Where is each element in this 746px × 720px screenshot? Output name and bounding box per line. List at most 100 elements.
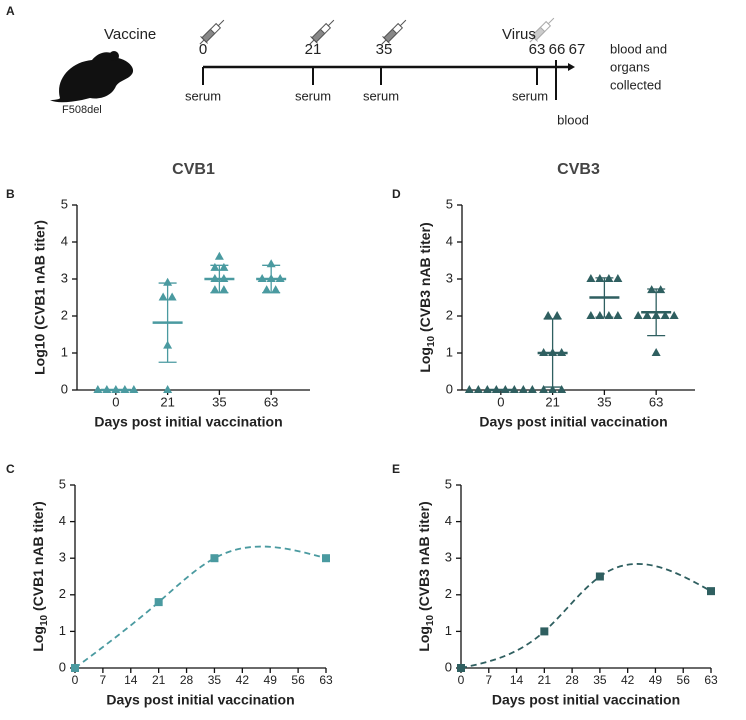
end-note: organs (610, 59, 650, 74)
data-point (613, 274, 623, 282)
timeline-panel: A Vaccine F508del Virus 0 21 35 63 66 67… (6, 4, 667, 127)
y-axis-title-part: (CVB3 nAB titer) (416, 501, 432, 615)
y-axis-title: Log10 (CVB3 nAB titer) (416, 501, 436, 651)
y-tick-label: 0 (445, 659, 452, 674)
y-tick-label: 5 (445, 476, 452, 491)
y-tick-label: 5 (61, 196, 68, 211)
day-label: 21 (305, 41, 322, 58)
data-point (262, 285, 272, 294)
data-point (129, 385, 139, 393)
data-point (93, 385, 103, 393)
data-point (707, 587, 715, 596)
y-tick-label: 3 (445, 550, 452, 565)
y-axis-title-part: 10 (425, 614, 436, 626)
x-tick-label: 21 (160, 394, 174, 409)
day-label: 66 (549, 41, 566, 58)
sample-label: serum (185, 88, 221, 103)
data-point (210, 262, 220, 271)
y-tick-label: 1 (59, 623, 66, 638)
mouse-icon (50, 52, 134, 103)
y-axis-title: Log10 (CVB1 nAB titer) (32, 220, 48, 375)
syringes (199, 17, 555, 45)
y-tick-label: 5 (59, 476, 66, 491)
data-point (543, 311, 553, 319)
timeline-days: 0 21 35 63 66 67 serum serum serum serum… (185, 41, 589, 127)
y-tick-label: 5 (446, 196, 453, 211)
day-label: 0 (199, 41, 207, 58)
y-tick-label: 4 (61, 233, 68, 248)
y-axis-title-part: (CVB3 nAB titer) (417, 222, 433, 336)
y-axis-title-part: 10 (426, 335, 437, 347)
strain-label: F508del (62, 104, 102, 116)
y-axis-title-part: (CVB1 nAB titer) (30, 501, 46, 615)
x-tick-label: 63 (704, 673, 718, 687)
x-tick-label: 63 (264, 394, 278, 409)
y-tick-label: 3 (446, 270, 453, 285)
data-point (464, 385, 474, 393)
chart-panel: B CVB1 0 1 2 3 4 5 Days post initial vaccination… (6, 161, 310, 430)
x-tick-label: 14 (510, 673, 524, 687)
x-tick-label: 21 (152, 673, 166, 687)
panel-label: A (6, 4, 15, 18)
data-point (219, 262, 229, 271)
data-point (457, 664, 465, 672)
x-tick-label: 63 (319, 673, 333, 687)
day-label: 63 (529, 41, 546, 58)
sample-label: blood (557, 112, 589, 127)
y-axis-title-part: 10 (39, 614, 50, 626)
x-tick-label: 28 (180, 673, 194, 687)
panel-label: D (392, 187, 401, 201)
vaccine-label: Vaccine (104, 26, 156, 43)
y-tick-label: 2 (446, 307, 453, 322)
chart-title: CVB1 (172, 161, 215, 178)
x-tick-label: 0 (112, 394, 119, 409)
y-axis-title: Log10 (CVB3 nAB titer) (417, 222, 437, 372)
data-point (518, 385, 528, 393)
y-axis-title-part: Log (417, 347, 433, 373)
x-tick-label: 21 (538, 673, 552, 687)
trend-line (74, 545, 327, 669)
x-tick-label: 49 (264, 673, 278, 687)
y-tick-label: 3 (59, 550, 66, 565)
data-point (586, 274, 596, 282)
y-tick-label: 0 (61, 381, 68, 396)
mouse-ear (109, 51, 119, 61)
y-tick-label: 4 (59, 513, 66, 528)
data-point (473, 385, 483, 393)
x-tick-label: 0 (72, 673, 79, 687)
x-tick-label: 7 (485, 673, 492, 687)
y-tick-label: 2 (61, 307, 68, 322)
data-point (167, 292, 177, 301)
data-point (669, 311, 679, 319)
y-axis-title-part: Log (30, 626, 46, 652)
data-point (527, 385, 537, 393)
data-point (604, 311, 614, 319)
sample-label: serum (295, 88, 331, 103)
x-tick-label: 0 (497, 394, 504, 409)
x-tick-label: 35 (593, 673, 607, 687)
y-tick-label: 0 (59, 659, 66, 674)
x-tick-label: 28 (565, 673, 579, 687)
data-point (552, 311, 562, 319)
y-axis-title: Log10 (CVB1 nAB titer) (30, 501, 50, 651)
timeline-arrow (568, 63, 575, 71)
x-tick-label: 14 (124, 673, 138, 687)
x-tick-label: 56 (291, 673, 305, 687)
chart-title: CVB3 (557, 161, 600, 178)
y-tick-label: 2 (445, 586, 452, 601)
data-point (595, 572, 604, 581)
x-tick-label: 56 (677, 673, 691, 687)
data-point (642, 311, 652, 319)
data-point (586, 311, 596, 319)
x-axis-title: Days post initial vaccination (479, 414, 667, 430)
data-point (539, 385, 549, 393)
x-tick-label: 42 (621, 673, 635, 687)
x-tick-label: 42 (236, 673, 250, 687)
data-point (154, 598, 163, 607)
x-tick-label: 63 (649, 394, 663, 409)
data-point (633, 311, 643, 319)
panel-label: C (6, 462, 15, 476)
x-axis-title: Days post initial vaccination (94, 414, 282, 430)
y-tick-label: 4 (446, 233, 453, 248)
